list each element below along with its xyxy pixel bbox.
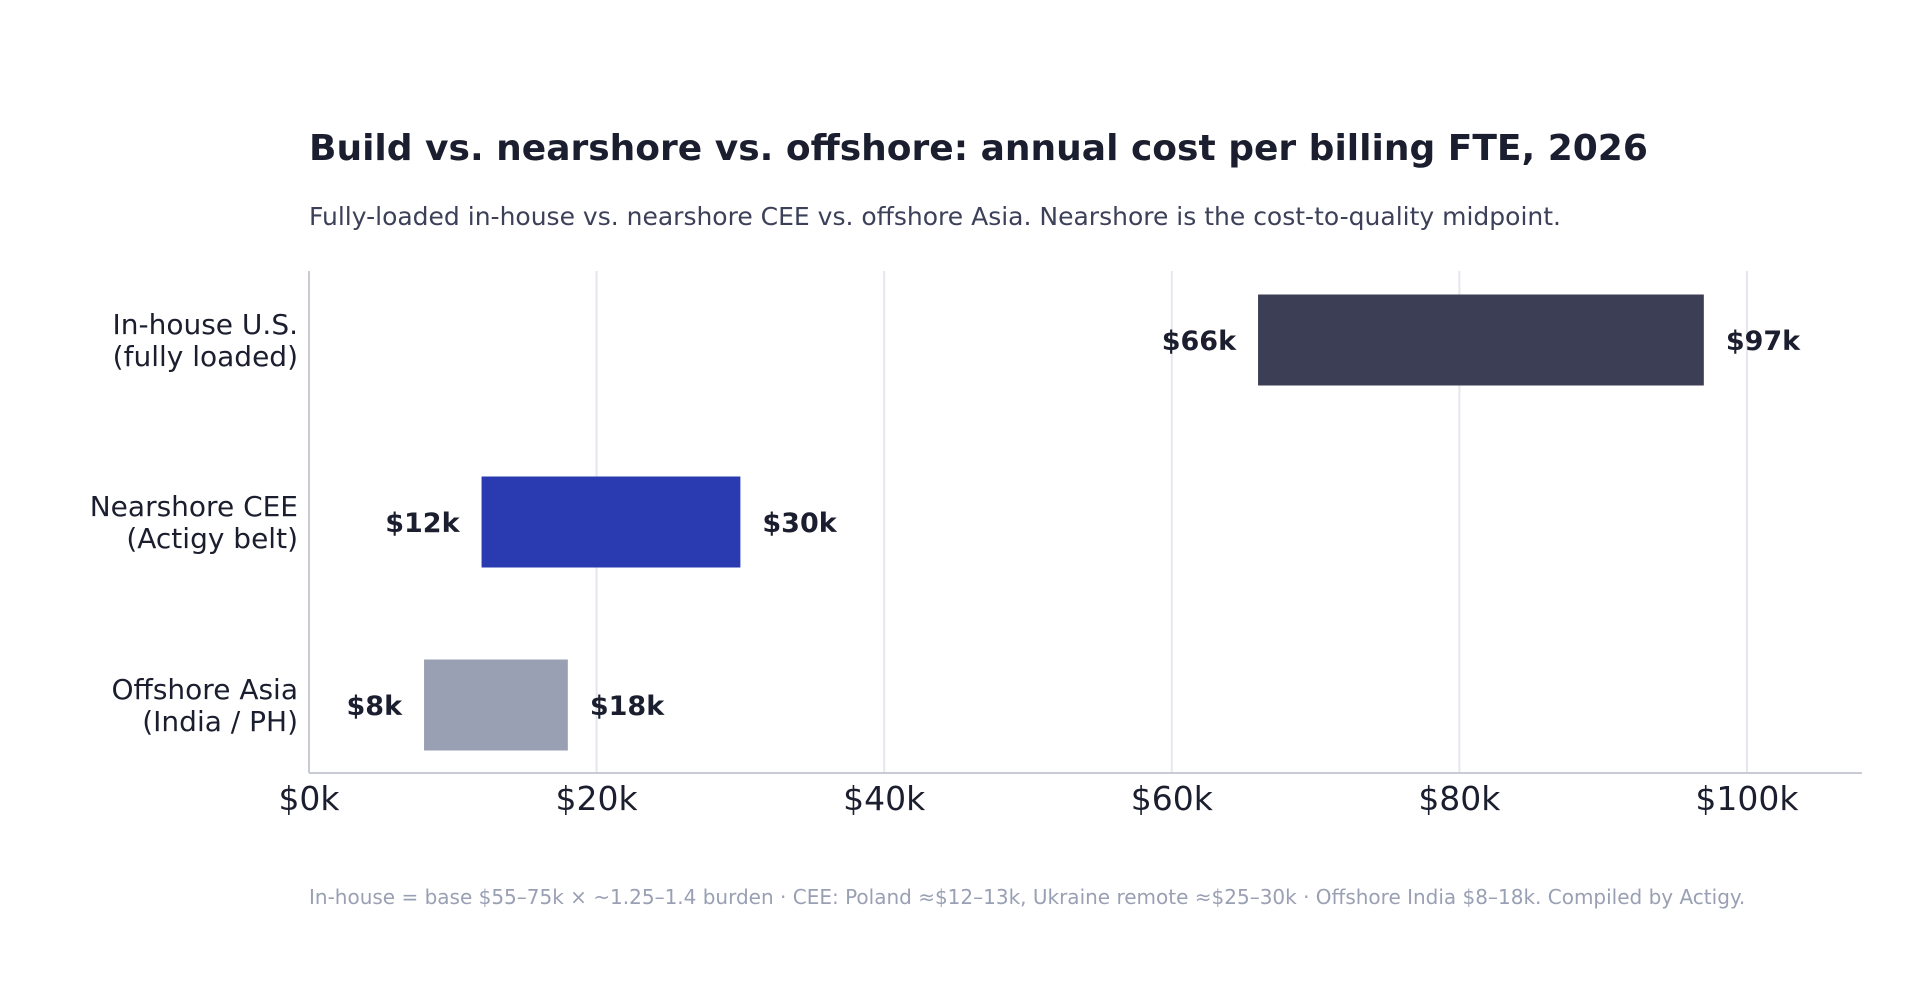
category-label: Offshore Asia (India / PH) bbox=[112, 673, 299, 738]
x-tick-label: $60k bbox=[1131, 779, 1214, 818]
high-value-label: $97k bbox=[1726, 326, 1801, 357]
data-labels: $66k $97k $12k $30k $8k $18k bbox=[347, 326, 1802, 722]
x-tick-label: $100k bbox=[1695, 779, 1799, 818]
low-value-label: $8k bbox=[347, 691, 404, 722]
range-bar bbox=[481, 476, 741, 568]
x-tick-label: $0k bbox=[278, 779, 340, 818]
category-label: In-house U.S. (fully loaded) bbox=[112, 308, 298, 373]
high-value-label: $30k bbox=[762, 508, 837, 539]
x-tick-label: $80k bbox=[1418, 779, 1501, 818]
x-tick-label: $20k bbox=[556, 779, 639, 818]
range-bar bbox=[1258, 294, 1704, 386]
range-bar-chart: $66k $97k$12k $30k$8k $18k $0k $20k $40k $60k $… bbox=[90, 271, 1862, 818]
x-tick-label: $40k bbox=[843, 779, 926, 818]
low-value-label: $12k bbox=[385, 508, 460, 539]
category-label: Nearshore CEE (Actigy belt) bbox=[90, 490, 298, 555]
low-value-label: $66k bbox=[1162, 326, 1237, 357]
high-value-label: $18k bbox=[590, 691, 665, 722]
bars bbox=[424, 294, 1704, 751]
chart-subtitle: Fully-loaded in-house vs. nearshore CEE … bbox=[309, 202, 1562, 231]
axes: $0k $20k $40k $60k $80k $100k In-house U.S. (fu… bbox=[90, 271, 1862, 818]
range-bar bbox=[424, 659, 568, 751]
chart-footnote: In-house = base $55–75k × ~1.25–1.4 burd… bbox=[309, 885, 1746, 909]
chart-title: Build vs. nearshore vs. offshore: annual… bbox=[309, 128, 1648, 169]
